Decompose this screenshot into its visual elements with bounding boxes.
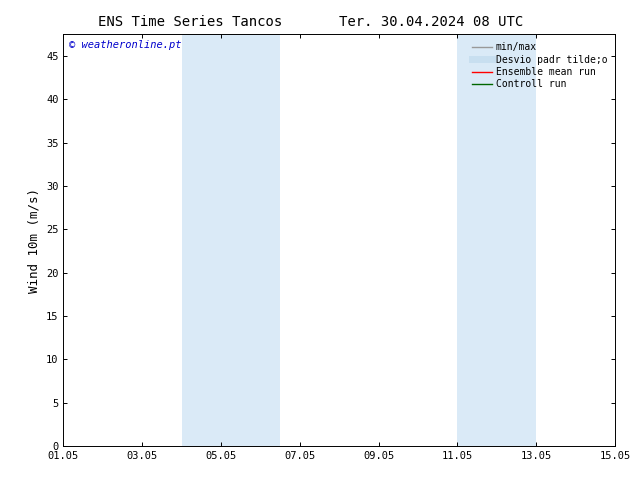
Legend: min/max, Desvio padr tilde;o, Ensemble mean run, Controll run: min/max, Desvio padr tilde;o, Ensemble m… (469, 39, 610, 92)
Text: © weatheronline.pt: © weatheronline.pt (69, 41, 181, 50)
Text: Ter. 30.04.2024 08 UTC: Ter. 30.04.2024 08 UTC (339, 15, 523, 29)
Text: ENS Time Series Tancos: ENS Time Series Tancos (98, 15, 282, 29)
Bar (457, 34, 536, 446)
Bar (181, 34, 280, 446)
Y-axis label: Wind 10m (m/s): Wind 10m (m/s) (27, 188, 41, 293)
